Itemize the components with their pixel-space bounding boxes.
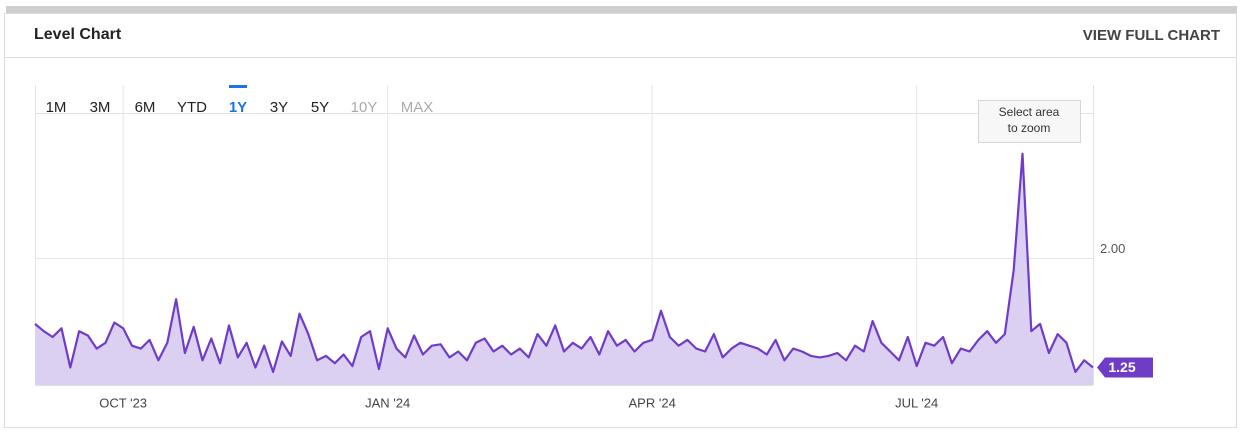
y-tick-label: 2.00 (1100, 241, 1125, 256)
zoom-hint-text: to zoom (1008, 121, 1051, 135)
header-title: Level Chart (34, 26, 122, 43)
x-tick-label: JUL '24 (895, 395, 938, 410)
last-value-tag (1097, 357, 1153, 378)
range-button: MAX (401, 99, 434, 116)
range-button[interactable]: 3Y (270, 99, 288, 116)
zoom-hint-text: Select area (999, 105, 1060, 119)
x-tick-label: OCT '23 (99, 395, 147, 410)
view-full-chart-link[interactable]: VIEW FULL CHART (1083, 27, 1220, 44)
last-value-label: 1.25 (1108, 359, 1135, 375)
range-button[interactable]: YTD (177, 99, 207, 116)
zoom-hint-box (978, 100, 1081, 143)
range-button[interactable]: 1Y (229, 99, 247, 116)
range-button[interactable]: 3M (90, 99, 111, 116)
x-tick-label: APR '24 (629, 395, 676, 410)
active-range-indicator (229, 85, 247, 88)
range-button[interactable]: 6M (135, 99, 156, 116)
level-line (34, 152, 1094, 373)
range-button[interactable]: 1M (46, 99, 67, 116)
x-tick-label: JAN '24 (365, 395, 410, 410)
range-button: 10Y (351, 99, 378, 116)
top-bar (6, 6, 1237, 13)
range-button[interactable]: 5Y (311, 99, 329, 116)
area-fill (35, 153, 1093, 385)
